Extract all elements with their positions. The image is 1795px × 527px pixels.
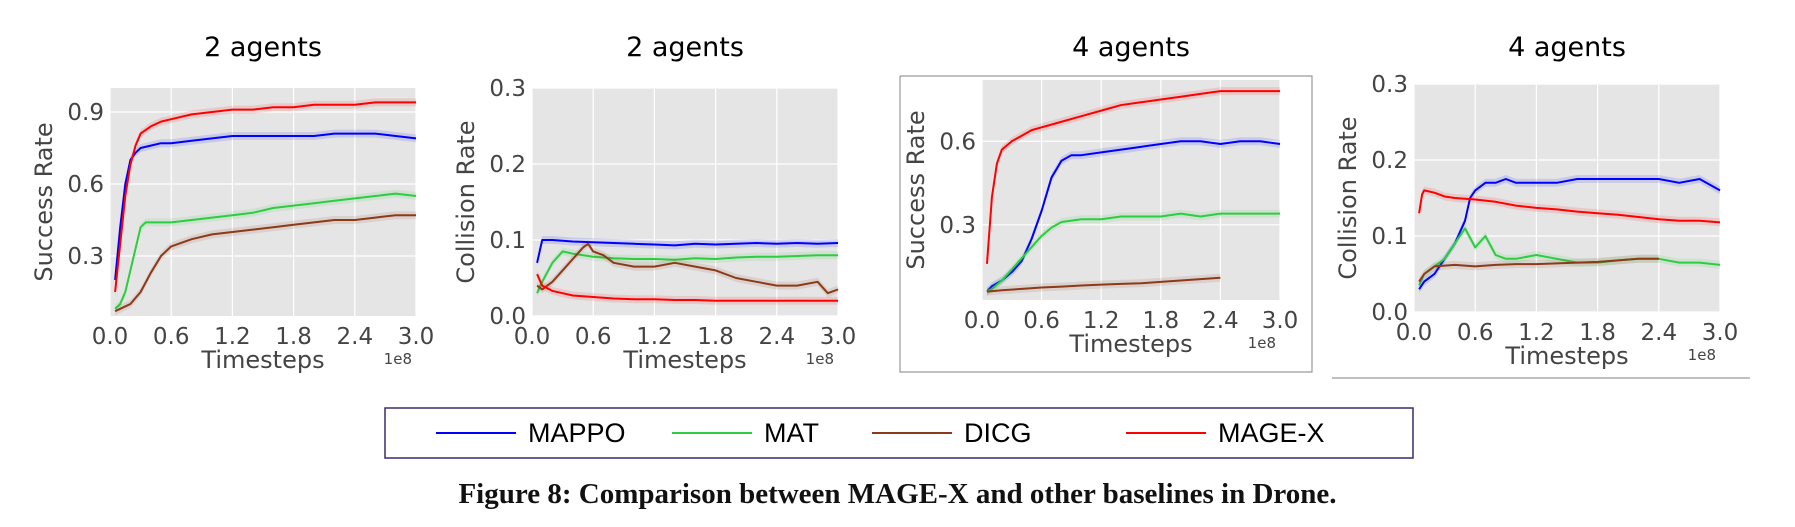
series-line-dicg [536, 242, 839, 295]
x-tick-label: 3.0 [1262, 308, 1299, 334]
chart-panel-1: 2 agents 0.0 0.6 1.2 1.8 2.4 3.0 0.3 0.6 0.9 Times… [30, 32, 434, 374]
x-axis-multiplier: 1e8 [384, 350, 412, 368]
y-tick-label: 0.2 [1371, 148, 1408, 174]
x-tick-label: 1.2 [1083, 308, 1120, 334]
series-line-mappo [536, 239, 839, 264]
plot-background [982, 80, 1280, 300]
series-band-mage-x [1419, 186, 1720, 227]
chart-title: 2 agents [204, 32, 322, 63]
y-axis-label: Collision Rate [1334, 116, 1362, 279]
x-tick-label: 3.0 [398, 324, 435, 350]
x-axis-label: Timesteps [622, 346, 746, 374]
y-tick-label: 0.6 [67, 172, 104, 198]
y-tick-label: 0.3 [489, 76, 526, 102]
series-line-dicg [1418, 257, 1659, 283]
series-band-mat [1419, 224, 1720, 290]
x-tick-label: 1.8 [275, 324, 312, 350]
x-tick-label: 0.6 [1023, 308, 1060, 334]
y-tick-label: 0.1 [1371, 224, 1408, 250]
x-tick-label: 0.6 [1457, 320, 1494, 346]
x-tick-label: 1.8 [1579, 320, 1616, 346]
x-tick-label: 1.2 [1518, 320, 1555, 346]
x-tick-label: 0.6 [575, 324, 612, 350]
y-tick-label: 0.2 [489, 152, 526, 178]
series-line-mat [536, 250, 838, 294]
chart-title: 2 agents [626, 32, 744, 63]
legend-label-mage-x: MAGE-X [1218, 418, 1325, 448]
series-line-dicg [114, 214, 416, 313]
x-tick-label: 0.0 [514, 324, 551, 350]
legend-entries: MAPPO MAT DICG MAGE-X [436, 418, 1325, 448]
x-axis-multiplier: 1e8 [806, 350, 834, 368]
series-line-mat [986, 212, 1280, 293]
chart-panel-4: 4 agents 0.0 0.6 1.2 1.8 2.4 3.0 0.0 0.1 0.2 0.3 Ti… [1334, 32, 1738, 370]
x-tick-label: 2.4 [1202, 308, 1239, 334]
x-tick-label: 1.2 [214, 324, 251, 350]
x-tick-label: 0.0 [1396, 320, 1433, 346]
y-axis-label: Success Rate [30, 122, 58, 281]
x-tick-label: 0.0 [92, 324, 129, 350]
y-tick-label: 0.3 [939, 213, 976, 239]
legend-label-dicg: DICG [964, 418, 1032, 448]
chart-panel-2: 2 agents 0.0 0.6 1.2 1.8 2.4 3.0 0.0 0.1 0.2 0.3 Ti… [452, 32, 856, 374]
series-line-mappo [986, 140, 1281, 293]
series-line-mage-x [1418, 189, 1721, 224]
y-tick-label: 0.0 [489, 304, 526, 330]
charts-area: 2 agents 0.0 0.6 1.2 1.8 2.4 3.0 0.3 0.6 0.9 Times… [30, 32, 1738, 374]
series-line-mage-x [114, 101, 416, 293]
y-tick-label: 0.9 [67, 100, 104, 126]
x-tick-label: 1.8 [697, 324, 734, 350]
x-tick-label: 2.4 [759, 324, 796, 350]
x-tick-label: 0.6 [153, 324, 190, 350]
series-band-dicg [115, 211, 416, 316]
x-tick-label: 1.8 [1143, 308, 1180, 334]
y-tick-label: 0.1 [489, 228, 526, 254]
plot-background [532, 88, 838, 316]
x-tick-label: 3.0 [1702, 320, 1739, 346]
legend: MAPPO MAT DICG MAGE-X [384, 407, 1414, 459]
y-tick-label: 0.6 [939, 129, 976, 155]
series-band-mage-x [537, 270, 838, 305]
x-tick-label: 2.4 [1641, 320, 1678, 346]
series-line-mat [114, 192, 417, 310]
legend-label-mappo: MAPPO [528, 418, 626, 448]
chart-panel-3: 4 agents 0.0 0.6 1.2 1.8 2.4 3.0 0.3 0.6 Timestep… [902, 32, 1298, 358]
figure-caption: Figure 8: Comparison between MAGE-X and … [458, 478, 1337, 510]
y-tick-label: 0.3 [1371, 72, 1408, 98]
x-tick-label: 0.0 [964, 308, 1001, 334]
plot-background [110, 88, 416, 316]
chart-title: 4 agents [1508, 32, 1626, 63]
x-axis-label: Timesteps [1068, 330, 1192, 358]
x-tick-label: 3.0 [820, 324, 857, 350]
series-band-mat [537, 247, 838, 298]
x-axis-label: Timesteps [200, 346, 324, 374]
series-line-mage-x [536, 273, 838, 302]
x-tick-label: 2.4 [337, 324, 374, 350]
y-tick-label: 0.0 [1371, 300, 1408, 326]
series-line-mage-x [985, 90, 1280, 264]
x-tick-label: 1.2 [636, 324, 673, 350]
chart-title: 4 agents [1072, 32, 1190, 63]
x-axis-multiplier: 1e8 [1248, 334, 1276, 352]
legend-label-mat: MAT [764, 418, 819, 448]
series-band-mappo [115, 129, 416, 284]
y-tick-label: 0.3 [67, 244, 104, 270]
y-axis-label: Success Rate [902, 110, 930, 269]
x-axis-multiplier: 1e8 [1688, 346, 1716, 364]
y-axis-label: Collision Rate [452, 120, 480, 283]
series-line-dicg [986, 276, 1221, 293]
panel-frame [899, 75, 1313, 373]
x-axis-label: Timesteps [1504, 342, 1628, 370]
